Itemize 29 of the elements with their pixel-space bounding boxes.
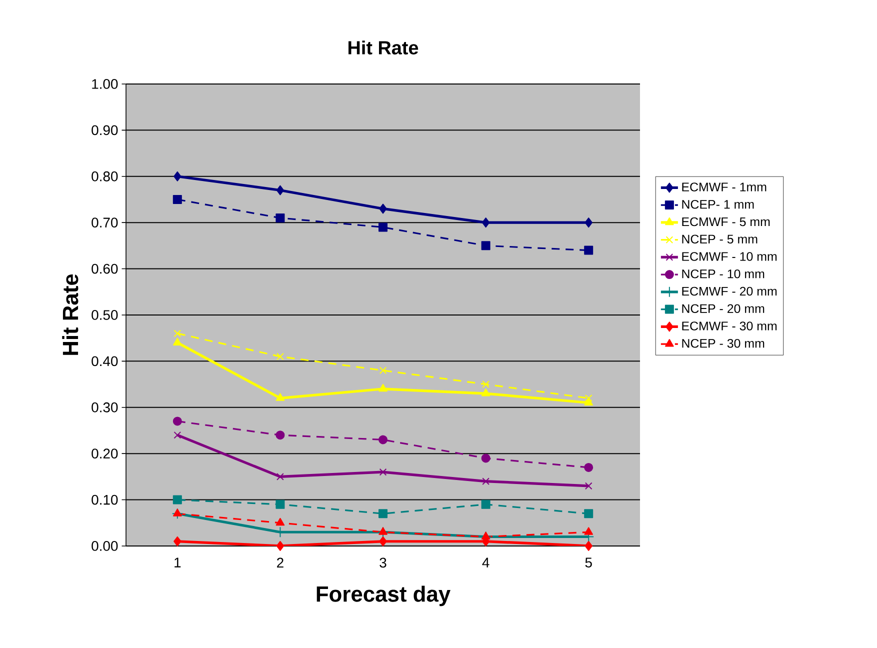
y-tick-label: 0.10 [92,494,118,505]
y-tick-label: 0.80 [92,171,118,182]
legend-label: NCEP- 1 mm [682,200,754,209]
y-tick-label: 1.00 [92,79,118,89]
x-tick-label: 1 [174,558,181,568]
y-tick-label: 0.70 [92,218,118,228]
y-tick-label: 0.00 [92,541,118,551]
x-tick-label: 2 [277,558,284,568]
legend-label: ECMWF - 1mm [682,182,766,192]
y-tick-label: 0.20 [92,448,118,459]
x-tick-label: 3 [380,558,386,568]
y-axis-title: Hit Rate [62,274,78,355]
legend-label: NCEP - 10 mm [682,269,764,278]
legend-label: ECMWF - 30 mm [682,322,777,330]
x-tick-label: 4 [482,558,490,568]
y-tick-label: 0.40 [92,356,118,366]
legend-label: ECMWF - 20 mm [682,286,777,296]
legend-label: ECMWF - 5 mm [682,217,770,226]
y-tick-label: 0.50 [92,310,118,320]
legend-label: NCEP - 5 mm [682,234,758,244]
chart-title: Hit Rate [348,40,418,54]
legend-label: ECMWF - 10 mm [682,252,777,261]
x-axis-title: Forecast day [316,586,450,606]
legend-label: NCEP - 30 mm [682,338,764,348]
legend-label: NCEP - 20 mm [682,304,764,314]
y-tick-label: 0.30 [92,402,118,412]
y-tick-label: 0.60 [92,264,118,274]
x-tick-label: 5 [585,558,592,568]
y-tick-label: 0.90 [92,125,118,136]
